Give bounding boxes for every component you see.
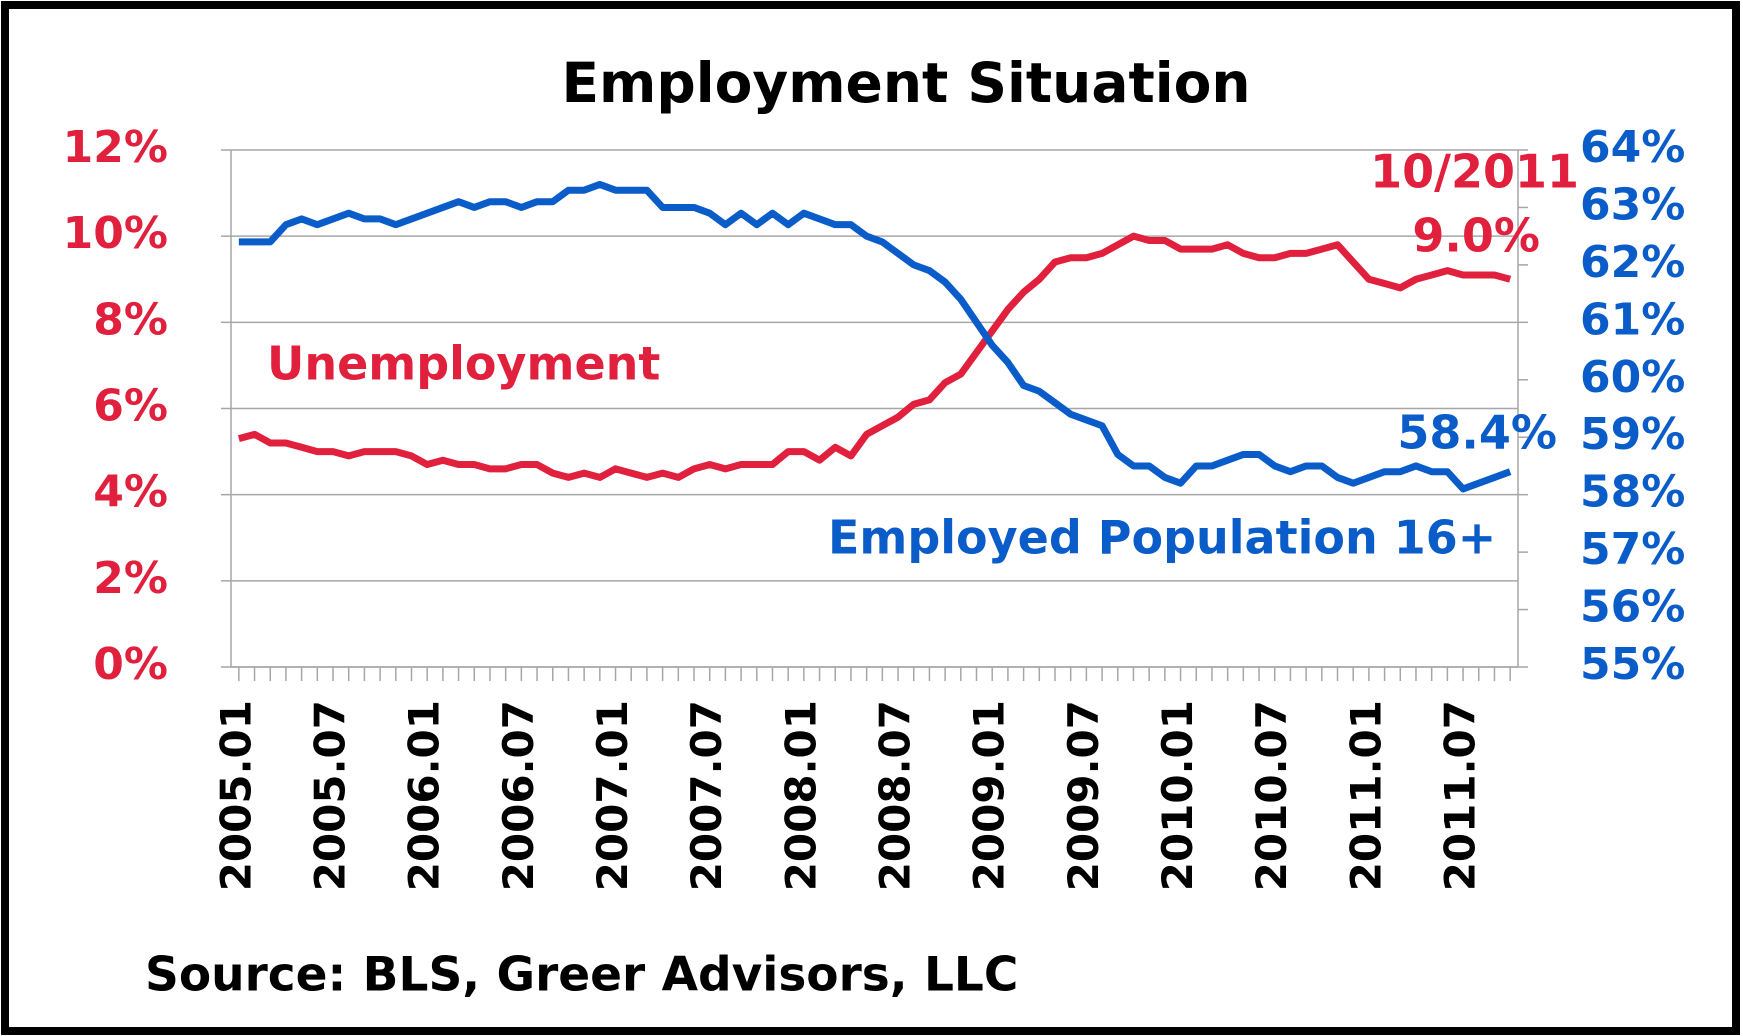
y-tick-label: 10% xyxy=(63,208,168,259)
y2-tick-label: 57% xyxy=(1580,524,1685,575)
x-tick-label: 2005.07 xyxy=(306,700,355,891)
legend-label: Employed Population 16+ xyxy=(828,511,1496,565)
y2-tick-label: 59% xyxy=(1580,409,1685,460)
y-tick-label: 8% xyxy=(93,294,168,345)
y-tick-label: 2% xyxy=(93,553,168,604)
y2-tick-label: 60% xyxy=(1580,352,1685,403)
x-tick-label: 2010.01 xyxy=(1153,700,1202,891)
x-tick-label: 2008.07 xyxy=(871,700,920,891)
y2-tick-label: 55% xyxy=(1580,639,1685,690)
y-tick-label: 4% xyxy=(93,467,168,518)
x-tick-label: 2009.01 xyxy=(965,700,1014,891)
y2-tick-label: 61% xyxy=(1580,294,1685,345)
data-line xyxy=(238,180,1512,493)
y-tick-label: 12% xyxy=(63,122,168,173)
y-tick-label: 0% xyxy=(93,639,168,690)
annotation: 10/2011 xyxy=(1370,145,1579,199)
y2-tick-label: 62% xyxy=(1580,237,1685,288)
y2-tick-label: 63% xyxy=(1580,179,1685,230)
x-tick-label: 2007.01 xyxy=(588,700,637,891)
annotation: 9.0% xyxy=(1412,209,1540,263)
y2-tick-label: 64% xyxy=(1580,122,1685,173)
x-tick-label: 2010.07 xyxy=(1247,700,1296,891)
x-tick-label: 2006.01 xyxy=(400,700,449,891)
y-tick-label: 6% xyxy=(93,381,168,432)
y2-tick-label: 56% xyxy=(1580,582,1685,633)
x-tick-label: 2011.01 xyxy=(1341,700,1390,891)
x-tick-label: 2007.07 xyxy=(682,700,731,891)
y2-tick-label: 58% xyxy=(1580,467,1685,518)
x-tick-label: 2005.01 xyxy=(211,700,260,891)
data-line xyxy=(237,232,1512,481)
x-tick-label: 2009.07 xyxy=(1059,700,1108,891)
x-tick-label: 2011.07 xyxy=(1436,700,1485,891)
chart-title: Employment Situation xyxy=(561,51,1250,115)
x-tick-label: 2006.07 xyxy=(494,700,543,891)
x-tick-label: 2008.01 xyxy=(776,700,825,891)
annotation: 58.4% xyxy=(1397,406,1557,460)
legend-label: Unemployment xyxy=(267,337,660,391)
source-note: Source: BLS, Greer Advisors, LLC xyxy=(145,948,1018,1003)
